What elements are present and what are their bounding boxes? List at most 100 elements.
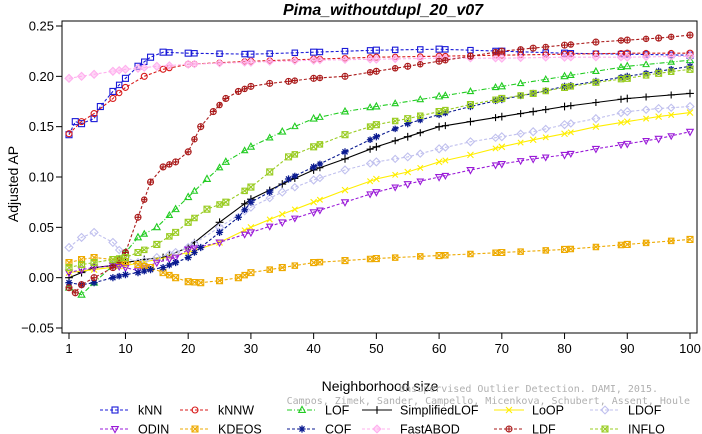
series-point	[146, 266, 155, 274]
series-point	[517, 110, 525, 118]
series-point	[165, 210, 174, 218]
series-point	[172, 274, 180, 282]
legend-label: KDEOS	[218, 423, 262, 434]
series-odin	[64, 128, 695, 278]
series-point	[667, 68, 675, 75]
series-ldf	[65, 31, 694, 297]
series-point	[568, 41, 574, 48]
series-point	[592, 38, 600, 46]
series-point	[278, 264, 286, 272]
series-point	[246, 229, 256, 238]
series-point	[435, 57, 443, 65]
series-point	[404, 62, 412, 70]
series-point	[246, 57, 256, 67]
series-point	[528, 127, 538, 137]
series-point	[316, 112, 324, 120]
legend-item-loop: LoOP	[494, 404, 564, 418]
series-point	[686, 235, 694, 243]
series-point	[115, 89, 123, 97]
series-point	[542, 134, 549, 141]
legend-label: kNN	[138, 404, 162, 418]
series-point	[241, 85, 248, 93]
series-point	[266, 79, 274, 87]
legend-label: LoOP	[532, 404, 564, 418]
series-point	[366, 255, 374, 263]
series-point	[165, 256, 174, 264]
series-point	[529, 136, 537, 144]
series-point	[655, 113, 663, 120]
series-point	[506, 426, 512, 432]
series-point	[341, 154, 349, 163]
series-point	[114, 245, 124, 255]
series-point	[371, 157, 382, 167]
series-point	[290, 182, 300, 192]
series-point	[442, 251, 449, 259]
series-point	[492, 114, 500, 122]
series-point	[622, 106, 632, 117]
series-point	[616, 108, 626, 118]
series-point	[190, 245, 199, 253]
series-point	[291, 262, 299, 269]
series-point	[366, 145, 374, 153]
series-point	[668, 111, 675, 119]
series-point	[372, 142, 381, 151]
series-point	[310, 198, 318, 206]
series-point	[191, 214, 198, 222]
series-point	[121, 264, 130, 273]
series-point	[146, 53, 155, 61]
series-point	[159, 48, 167, 56]
series-point	[417, 112, 424, 120]
legend-item-kdeos: KDEOS	[180, 423, 262, 434]
series-point	[166, 233, 173, 240]
series-point	[159, 264, 167, 272]
series-point	[234, 87, 242, 95]
series-point	[203, 205, 211, 213]
series-point	[222, 198, 230, 206]
series-point	[617, 37, 625, 44]
series-point	[529, 107, 538, 116]
series-point	[417, 61, 424, 68]
series-line	[68, 238, 691, 284]
series-point	[185, 148, 192, 155]
y-tick-label: 0.00	[29, 270, 54, 285]
series-point	[215, 239, 224, 248]
series-point	[109, 264, 117, 272]
series-point	[371, 54, 382, 64]
series-point	[622, 52, 632, 62]
series-point	[72, 289, 79, 296]
series-point	[210, 108, 217, 115]
series-point	[184, 253, 192, 262]
series-point	[403, 132, 412, 141]
series-point	[290, 56, 300, 66]
series-point	[184, 148, 192, 156]
series-point	[341, 72, 349, 80]
series-point	[491, 53, 500, 63]
series-point	[641, 105, 651, 115]
series-point	[623, 72, 631, 80]
series-point	[492, 97, 499, 105]
series-point	[341, 131, 349, 139]
series-point	[434, 144, 444, 154]
series-point	[284, 175, 293, 183]
series-point	[316, 196, 323, 203]
series-point	[166, 261, 173, 269]
series-point	[686, 65, 694, 73]
x-tick-label: 30	[244, 341, 258, 356]
series-point	[436, 58, 443, 65]
series-point	[559, 52, 570, 62]
legend-item-lof: LOF	[287, 404, 350, 418]
series-point	[114, 66, 124, 75]
series-point	[466, 167, 475, 175]
series-point	[466, 102, 475, 111]
series-point	[160, 163, 167, 170]
series-point	[316, 141, 324, 148]
x-tick-label: 60	[432, 341, 446, 356]
series-point	[560, 151, 569, 160]
series-point	[202, 174, 212, 182]
series-point	[366, 123, 374, 130]
series-point	[152, 222, 162, 231]
series-point	[366, 136, 374, 143]
series-point	[109, 94, 117, 103]
series-point	[247, 269, 255, 277]
series-point	[191, 136, 198, 143]
